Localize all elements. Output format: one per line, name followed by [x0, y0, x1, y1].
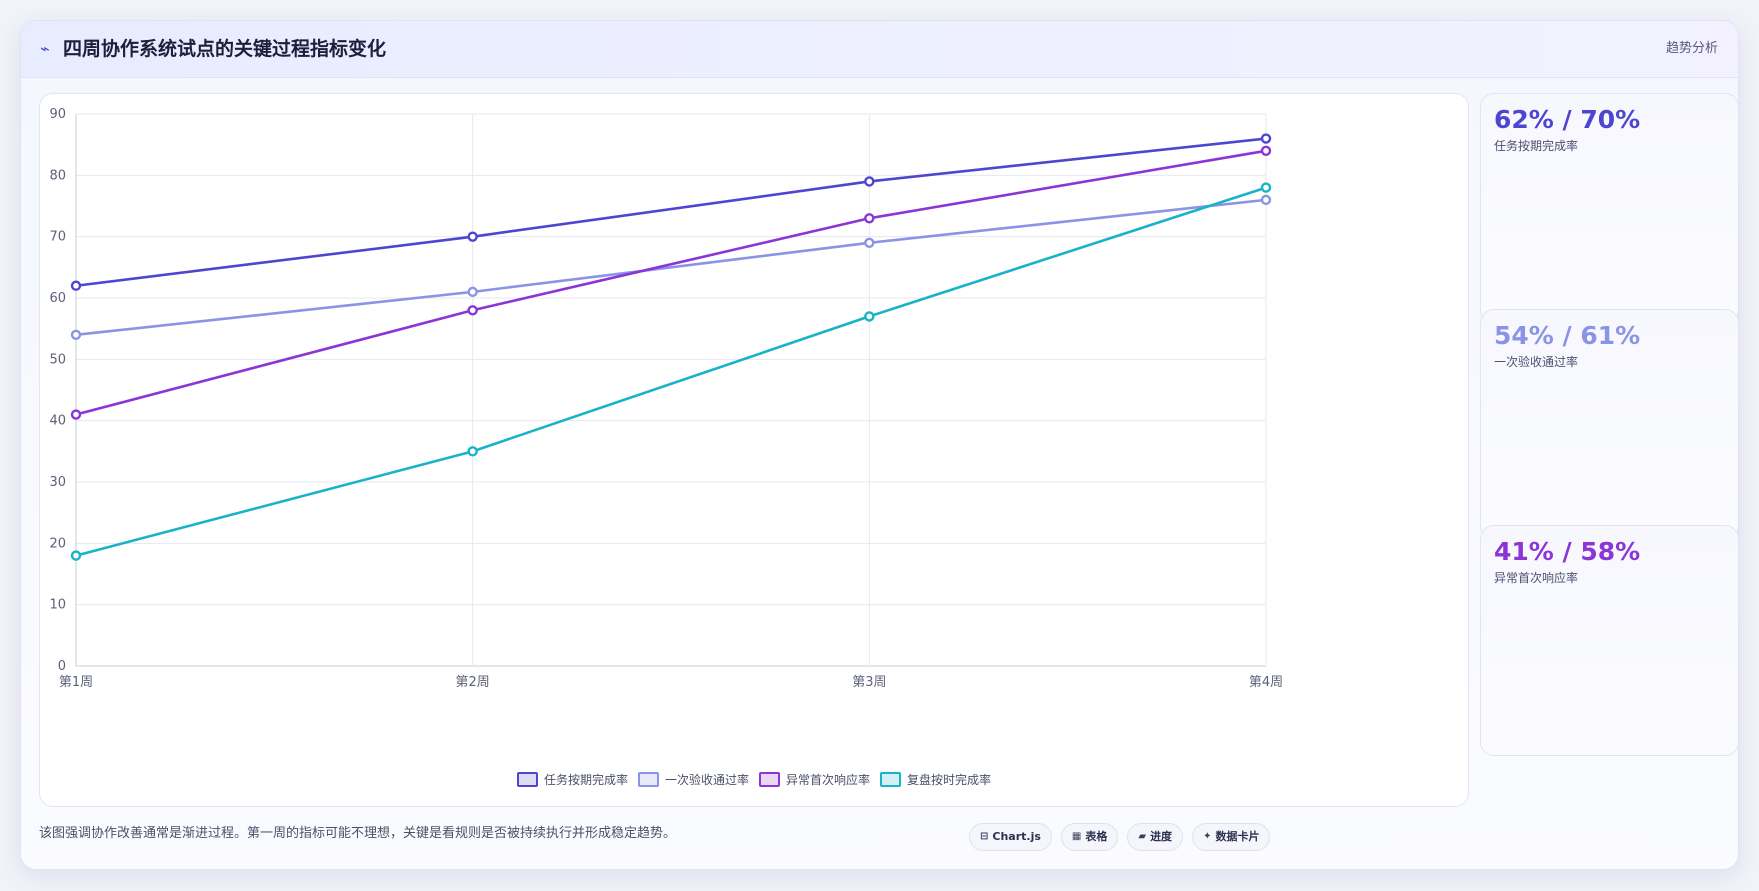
x-tick-label: 第1周: [59, 675, 93, 690]
stat-value: 41% / 58%: [1494, 537, 1641, 566]
y-tick-label: 20: [49, 536, 66, 551]
chip-chartjs[interactable]: ⊟ Chart.js: [969, 823, 1052, 851]
y-tick-label: 60: [49, 291, 66, 306]
trend-icon: ⌁: [40, 39, 50, 58]
legend-label: 任务按期完成率: [543, 772, 628, 787]
data-point: [1260, 182, 1272, 193]
stat-label: 一次验收通过率: [1494, 355, 1579, 369]
legend-swatch: [637, 771, 659, 787]
y-tick-label: 40: [49, 414, 66, 429]
y-tick-label: 80: [49, 168, 66, 183]
data-point: [467, 446, 478, 457]
progress-icon: ▰: [1138, 831, 1147, 842]
y-tick-label: 10: [49, 598, 66, 613]
chart-legend: 任务按期完成率 一次验收通过率 异常首次响应率 复盘按时完成率: [40, 768, 1468, 790]
chip-label: Chart.js: [992, 830, 1041, 843]
view-chips: ⊟ Chart.js ▦ 表格 ▰ 进度 ✦ 数据卡片: [969, 823, 1271, 851]
legend-swatch: [880, 771, 902, 787]
data-point: [864, 237, 875, 249]
stat-value: 54% / 61%: [1494, 321, 1641, 350]
data-point: [467, 286, 478, 298]
chip-progress[interactable]: ▰ 进度: [1127, 823, 1184, 851]
data-point: [864, 213, 875, 224]
data-point: [1260, 133, 1272, 144]
chip-label: 表格: [1085, 830, 1108, 843]
legend-item[interactable]: 复盘按时完成率: [880, 771, 991, 788]
chart-caption: 该图强调协作改善通常是渐进过程。第一周的指标可能不理想，关键是看规则是否被持续执…: [39, 826, 677, 841]
legend-item[interactable]: 异常首次响应率: [759, 771, 870, 788]
y-tick-label: 30: [49, 475, 66, 490]
chart-panel: 0 10 20 30 40 50 60 70 80 90 第1周 第2周 第3周 第4周 任务按期完成率 一…: [39, 93, 1469, 807]
series-line: [75, 149, 1267, 416]
data-point: [70, 280, 82, 291]
legend-item[interactable]: 一次验收通过率: [637, 771, 749, 788]
y-tick-label: 50: [49, 352, 66, 367]
data-point: [70, 550, 82, 561]
series-line: [75, 198, 1267, 337]
page-title: 四周协作系统试点的关键过程指标变化: [63, 38, 387, 60]
series-line: [75, 186, 1267, 557]
analysis-type-tag: 趋势分析: [1665, 41, 1718, 56]
stat-label: 异常首次响应率: [1494, 571, 1579, 585]
chip-label: 进度: [1150, 830, 1173, 843]
y-tick-label: 90: [49, 107, 66, 122]
chip-table[interactable]: ▦ 表格: [1060, 823, 1119, 851]
stat-card-response: 41% / 58% 异常首次响应率: [1480, 525, 1738, 756]
chip-label: 数据卡片: [1215, 830, 1260, 843]
dashboard-card: ⌁ 四周协作系统试点的关键过程指标变化 趋势分析 0 10 20 30 40 50 60 70…: [20, 20, 1739, 870]
x-tick-label: 第3周: [852, 675, 886, 690]
stat-card-on-time: 62% / 70% 任务按期完成率: [1480, 93, 1738, 324]
legend-label: 复盘按时完成率: [907, 772, 992, 787]
data-point: [467, 231, 478, 242]
legend-label: 异常首次响应率: [786, 772, 871, 787]
stat-label: 任务按期完成率: [1494, 139, 1579, 153]
stat-card-first-pass: 54% / 61% 一次验收通过率: [1480, 309, 1738, 540]
data-point: [864, 311, 875, 322]
data-point: [1260, 145, 1272, 156]
x-tick-label: 第4周: [1249, 675, 1283, 690]
data-point: [864, 176, 875, 187]
y-tick-label: 0: [58, 659, 66, 674]
series-line: [75, 137, 1267, 288]
stat-value: 62% / 70%: [1494, 105, 1641, 134]
legend-swatch: [516, 771, 538, 787]
data-point: [1260, 194, 1272, 206]
data-point: [70, 329, 82, 341]
data-point: [70, 409, 82, 420]
x-tick-label: 第2周: [456, 675, 490, 690]
chip-data-cards[interactable]: ✦ 数据卡片: [1192, 823, 1271, 851]
sparkle-icon: ✦: [1203, 831, 1212, 842]
chart-icon: ⊟: [980, 831, 989, 842]
table-icon: ▦: [1071, 831, 1082, 842]
card-header: ⌁ 四周协作系统试点的关键过程指标变化 趋势分析: [21, 21, 1738, 78]
data-point: [467, 305, 478, 316]
legend-swatch: [759, 771, 780, 787]
legend-item[interactable]: 任务按期完成率: [516, 771, 628, 788]
line-chart: 0 10 20 30 40 50 60 70 80 90 第1周 第2周 第3周 第4周: [49, 107, 1283, 690]
y-tick-label: 70: [49, 230, 66, 245]
legend-label: 一次验收通过率: [664, 772, 749, 787]
